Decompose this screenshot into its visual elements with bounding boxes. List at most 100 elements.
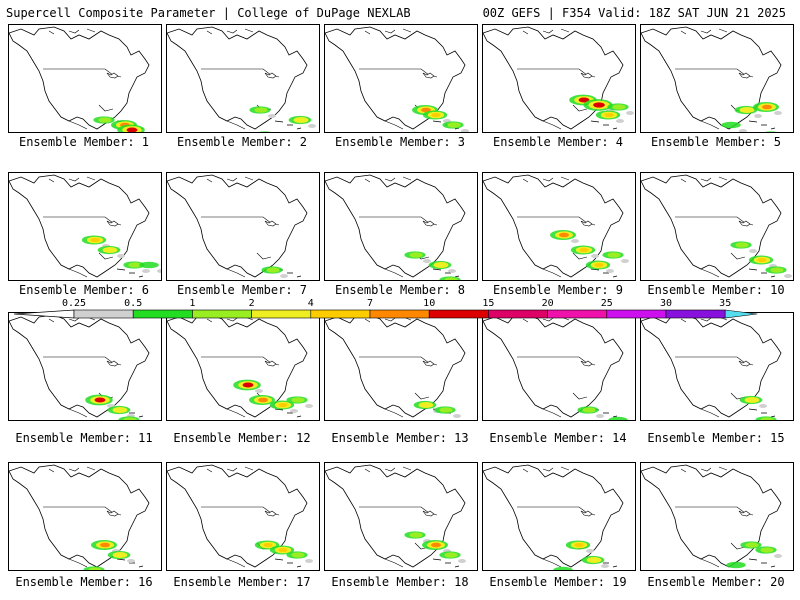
- member-caption: Ensemble Member: 7: [176, 283, 308, 297]
- scp-area-trace: [461, 129, 469, 132]
- caribbean-islands: [274, 120, 302, 130]
- caribbean-islands: [590, 120, 618, 130]
- member-panel: [8, 312, 162, 421]
- scp-area-trace: [596, 414, 604, 418]
- scp-area-mid: [293, 117, 309, 123]
- scp-area-trace: [616, 119, 624, 123]
- caribbean-islands: [432, 558, 460, 568]
- scp-area-high: [604, 112, 614, 118]
- member-map: [9, 26, 150, 132]
- arctic-islands: [680, 466, 728, 473]
- scp-area-mid: [123, 417, 137, 420]
- scp-area-mid: [98, 117, 112, 123]
- coastline: [9, 26, 150, 130]
- scp-area-high: [431, 112, 441, 118]
- member-caption: Ensemble Member: 11: [15, 431, 153, 445]
- scp-area-mid: [760, 417, 774, 420]
- member-map: [9, 174, 161, 278]
- colorbar-tick-label: 0.25: [62, 298, 86, 309]
- colorbar-segment: [192, 309, 252, 319]
- arctic-islands: [48, 176, 96, 183]
- scp-area-mid: [409, 532, 423, 538]
- arctic-islands: [522, 176, 570, 183]
- scp-area-trace: [448, 269, 456, 273]
- arctic-islands: [680, 28, 728, 35]
- colorbar-right-arrow: [724, 309, 758, 319]
- scp-area-mid: [112, 407, 128, 413]
- member-map: [641, 464, 782, 570]
- caribbean-islands: [116, 558, 144, 568]
- member-caption: Ensemble Member: 14: [489, 431, 627, 445]
- scp-area-trace: [290, 409, 298, 413]
- colorbar-tick-label: 20: [542, 298, 554, 309]
- member-panel: [640, 24, 794, 133]
- scp-area-trace: [305, 404, 313, 408]
- scp-area-mid: [291, 552, 305, 558]
- scp-area-mid: [586, 557, 602, 563]
- scp-area-low: [721, 121, 741, 129]
- colorbar-tick-label: 7: [367, 298, 373, 309]
- scp-area-peak: [245, 383, 251, 387]
- member-caption: Ensemble Member: 18: [331, 575, 469, 589]
- member-caption: Ensemble Member: 1: [18, 135, 150, 149]
- colorbar-left-arrow: [13, 309, 75, 319]
- scp-area-mid: [447, 122, 461, 128]
- scp-area-high: [263, 542, 273, 548]
- coastline: [167, 314, 308, 418]
- gulf-coast: [68, 252, 114, 278]
- great-lakes: [264, 220, 277, 227]
- great-lakes: [106, 72, 119, 79]
- caribbean-islands: [748, 120, 776, 130]
- scp-area-trace: [280, 274, 288, 278]
- great-lakes: [580, 220, 593, 227]
- colorbar-segment: [251, 309, 312, 319]
- scp-area-mid: [739, 107, 755, 113]
- great-lakes: [580, 510, 593, 517]
- scp-area-high: [278, 547, 288, 553]
- coastline: [325, 174, 466, 278]
- member-map: [325, 314, 466, 418]
- great-lakes: [264, 360, 277, 367]
- colorbar-tick-label: 2: [249, 298, 255, 309]
- member-panel: [640, 172, 794, 281]
- scp-area-peak: [581, 98, 587, 102]
- scp-area-peak: [596, 103, 602, 107]
- arctic-islands: [522, 28, 570, 35]
- gulf-coast: [542, 104, 588, 130]
- great-lakes: [422, 360, 435, 367]
- caribbean-islands: [748, 558, 776, 568]
- member-panel: [8, 24, 162, 133]
- caribbean-islands: [432, 268, 460, 278]
- colorbar-segment: [606, 309, 667, 319]
- colorbar-tick-label: 35: [719, 298, 731, 309]
- scp-area-mid: [418, 402, 434, 408]
- member-panel: [324, 312, 478, 421]
- arctic-islands: [48, 466, 96, 473]
- scp-area-peak: [97, 398, 103, 402]
- scp-area-high: [574, 542, 584, 548]
- great-lakes: [422, 220, 435, 227]
- member-map: [483, 314, 628, 420]
- colorbar-tick-label: 30: [660, 298, 672, 309]
- scp-area-mid: [607, 252, 621, 258]
- member-caption: Ensemble Member: 2: [176, 135, 308, 149]
- member-panel: [324, 462, 478, 571]
- great-lakes: [422, 510, 435, 517]
- scp-area-mid: [254, 107, 268, 113]
- colorbar-segment: [547, 309, 608, 319]
- colorbar-tick-label: 0.5: [124, 298, 142, 309]
- scp-area-trace: [571, 239, 579, 243]
- scp-area-mid: [88, 567, 102, 570]
- caribbean-islands: [748, 268, 776, 278]
- scp-area-trace: [157, 269, 161, 273]
- scp-area-mid: [744, 397, 760, 403]
- arctic-islands: [522, 466, 570, 473]
- caribbean-islands: [116, 268, 144, 278]
- scp-area-mid: [770, 267, 784, 273]
- member-map: [167, 174, 308, 278]
- colorbar-segment: [73, 309, 134, 319]
- scp-area-trace: [749, 249, 757, 253]
- scp-area-trace: [621, 259, 629, 263]
- coastline: [325, 26, 466, 130]
- scp-area-trace: [784, 274, 792, 278]
